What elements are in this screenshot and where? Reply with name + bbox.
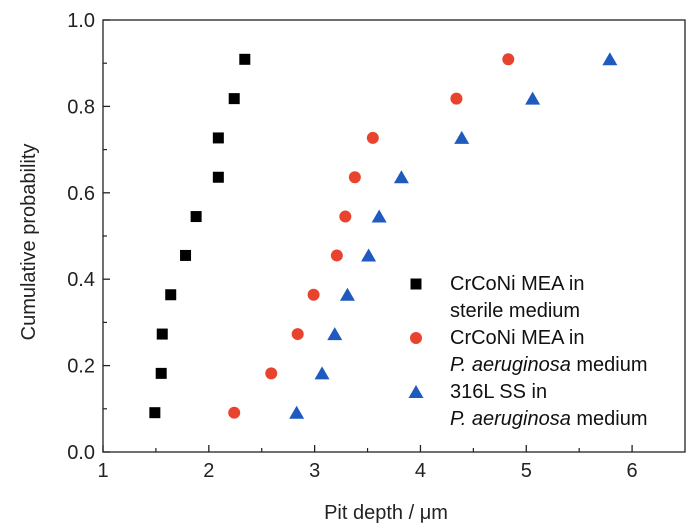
- data-point-square: [155, 367, 167, 379]
- plot-frame: [102, 19, 686, 453]
- legend-label-segment: P. aeruginosa: [450, 408, 571, 430]
- data-point-square: [228, 93, 240, 105]
- y-tick-label: 0.0: [67, 442, 95, 464]
- legend-marker-square: [410, 278, 422, 290]
- data-point-triangle: [327, 327, 343, 341]
- legend-label-segment: P. aeruginosa: [450, 354, 571, 376]
- x-tick-label: 5: [521, 460, 532, 482]
- series-3: [289, 52, 618, 419]
- data-points: [149, 52, 618, 419]
- data-point-circle: [502, 53, 515, 66]
- y-tick-label: 0.2: [67, 356, 95, 378]
- y-axis-title: Cumulative probability: [18, 144, 40, 341]
- data-point-circle: [291, 328, 304, 341]
- y-tick-label: 0.6: [67, 183, 95, 205]
- x-axis: 1 2 3 4 5 6: [97, 445, 638, 482]
- data-point-square: [180, 249, 192, 261]
- legend-item-2: CrCoNi MEA in P. aeruginosa medium: [410, 327, 648, 376]
- legend-label: CrCoNi MEA in: [450, 327, 584, 349]
- x-tick-label: 2: [203, 460, 214, 482]
- legend-marker-triangle: [408, 385, 424, 398]
- legend-item-3: 316L SS in P. aeruginosa medium: [408, 381, 648, 430]
- series-2: [228, 53, 515, 419]
- legend-label: 316L SS in: [450, 381, 547, 403]
- legend-marker-circle: [410, 332, 422, 344]
- x-tick-label: 4: [415, 460, 426, 482]
- data-point-triangle: [393, 170, 409, 184]
- data-point-triangle: [371, 209, 387, 223]
- data-point-circle: [307, 288, 320, 301]
- series-1: [149, 53, 251, 419]
- data-point-circle: [265, 367, 278, 380]
- y-tick-label: 1.0: [67, 10, 95, 32]
- data-point-circle: [450, 92, 463, 105]
- data-point-triangle: [339, 287, 355, 301]
- legend-label: CrCoNi MEA in: [450, 273, 584, 295]
- x-axis-title: Pit depth / μm: [324, 502, 448, 524]
- legend-label: P. aeruginosa medium: [450, 354, 648, 376]
- legend-label-segment: CrCoNi MEA in: [450, 327, 584, 349]
- data-point-circle: [339, 210, 352, 223]
- data-point-circle: [228, 406, 241, 419]
- x-tick-label: 6: [627, 460, 638, 482]
- x-axis-title-unit: μm: [420, 502, 448, 524]
- legend-label-segment: medium: [571, 354, 648, 376]
- data-point-square: [156, 328, 168, 340]
- data-point-triangle: [525, 91, 541, 105]
- y-axis: 0.0 0.2 0.4 0.6 0.8 1.0: [67, 10, 110, 464]
- legend-label: sterile medium: [450, 300, 580, 322]
- data-point-circle: [348, 171, 361, 184]
- legend-label-segment: sterile medium: [450, 300, 580, 322]
- data-point-square: [190, 211, 202, 223]
- data-point-square: [149, 407, 161, 419]
- y-tick-label: 0.4: [67, 269, 95, 291]
- x-tick-label: 1: [97, 460, 108, 482]
- data-point-square: [212, 132, 224, 144]
- x-tick-label: 3: [309, 460, 320, 482]
- data-point-triangle: [314, 366, 330, 380]
- plot-border: [102, 19, 686, 453]
- data-point-triangle: [361, 248, 377, 262]
- data-point-square: [239, 53, 251, 65]
- y-tick-label: 0.8: [67, 96, 95, 118]
- data-point-square: [212, 171, 224, 183]
- data-point-square: [165, 289, 177, 301]
- data-point-triangle: [602, 52, 618, 66]
- data-point-triangle: [454, 130, 470, 144]
- x-axis-title-text: Pit depth /: [324, 502, 420, 524]
- legend-label-segment: medium: [571, 408, 648, 430]
- legend-item-1: CrCoNi MEA in sterile medium: [410, 273, 584, 322]
- data-point-circle: [330, 249, 343, 262]
- legend-label: P. aeruginosa medium: [450, 408, 648, 430]
- legend-label-segment: 316L SS in: [450, 381, 547, 403]
- data-point-triangle: [289, 405, 305, 419]
- legend-label-segment: CrCoNi MEA in: [450, 273, 584, 295]
- data-point-circle: [366, 131, 379, 144]
